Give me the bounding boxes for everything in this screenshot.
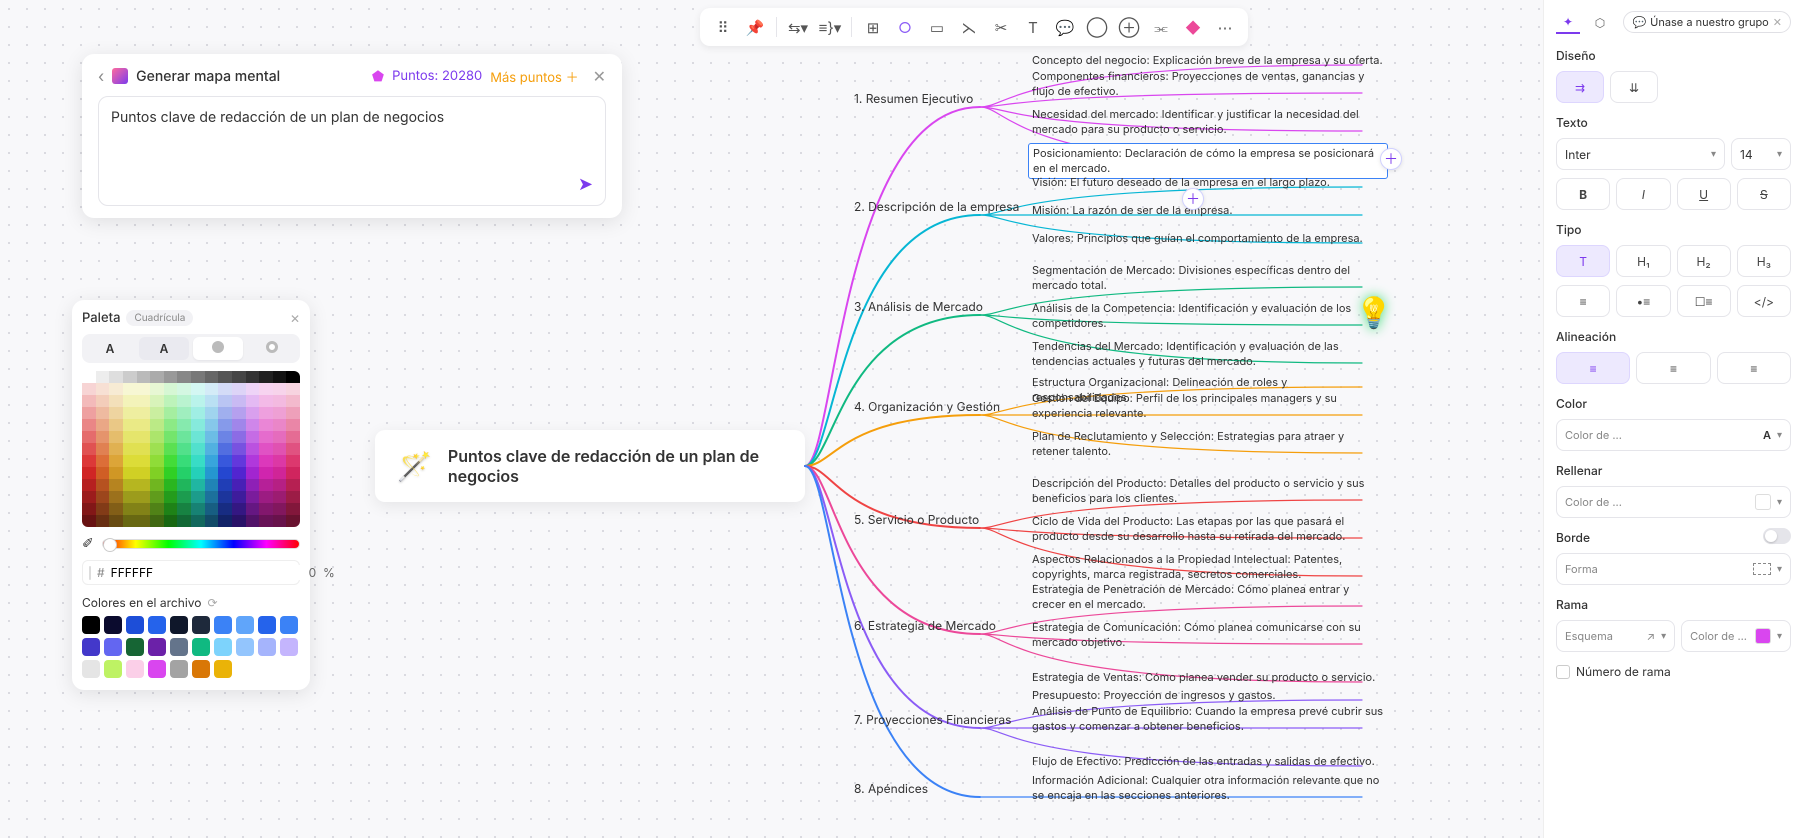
font-family-select[interactable]: Inter▾ <box>1556 138 1725 170</box>
fill-color-select[interactable]: Color de ... ▾ <box>1556 486 1791 518</box>
design-section-title: Diseño <box>1556 48 1791 63</box>
leaf-node[interactable]: Análisis de Punto de Equilibrio: Cuando … <box>1028 702 1388 736</box>
leaf-node[interactable]: Ciclo de Vida del Producto: Las etapas p… <box>1028 512 1388 546</box>
leaf-node[interactable]: Tendencias del Mercado: Identificación y… <box>1028 337 1388 371</box>
branch-label[interactable]: 5. Servicio o Producto <box>854 512 979 527</box>
align-left-button[interactable]: ≡ <box>1556 352 1630 384</box>
join-group-button[interactable]: 💬 Únase a nuestro grupo ✕ <box>1623 11 1791 33</box>
align-right-button[interactable]: ≡ <box>1717 352 1791 384</box>
add-sibling-button[interactable]: ＋ <box>1182 188 1204 210</box>
leaf-node[interactable]: Descripción del Producto: Detalles del p… <box>1028 474 1388 508</box>
font-size-select[interactable]: 14▾ <box>1731 138 1791 170</box>
branch-scheme-select[interactable]: Esquema ↗▾ <box>1556 620 1675 652</box>
chat-icon: 💬 <box>1632 15 1646 29</box>
color-section-title: Color <box>1556 396 1791 411</box>
leaf-node[interactable]: Segmentación de Mercado: Divisiones espe… <box>1028 261 1388 295</box>
idea-bulb-icon[interactable]: 💡 <box>1355 295 1392 331</box>
leaf-node[interactable]: Plan de Reclutamiento y Selección: Estra… <box>1028 427 1388 461</box>
branch-color-select[interactable]: Color de ... ▾ <box>1681 620 1791 652</box>
border-shape-select[interactable]: Forma ▾ <box>1556 553 1791 585</box>
leaf-node[interactable]: Estrategia de Penetración de Mercado: Có… <box>1028 580 1388 614</box>
layout-tree-button[interactable]: ⇊ <box>1610 71 1658 103</box>
italic-button[interactable]: I <box>1616 178 1670 210</box>
leaf-node[interactable]: Misión: La razón de ser de la empresa. <box>1028 201 1237 220</box>
leaf-node[interactable]: Estrategia de Ventas: Cómo planea vender… <box>1028 668 1379 687</box>
branch-number-checkbox[interactable] <box>1556 665 1570 679</box>
leaf-node[interactable]: Estrategia de Comunicación: Cómo planea … <box>1028 618 1388 652</box>
branch-label[interactable]: 2. Descripción de la empresa <box>854 199 1019 214</box>
align-center-button[interactable]: ≡ <box>1636 352 1710 384</box>
leaf-node[interactable]: Flujo de Efectivo: Predicción de las ent… <box>1028 752 1379 771</box>
properties-panel: ✦ ⬡ 💬 Únase a nuestro grupo ✕ Diseño ⇉ ⇊… <box>1543 0 1803 838</box>
border-section-title: Borde <box>1556 530 1590 545</box>
branch-label[interactable]: 6. Estrategia de Mercado <box>854 618 996 633</box>
underline-button[interactable]: U <box>1677 178 1731 210</box>
branch-label[interactable]: 1. Resumen Ejecutivo <box>854 91 973 106</box>
add-child-button[interactable]: ＋ <box>1380 148 1402 170</box>
branch-section-title: Rama <box>1556 597 1791 612</box>
type-h3-button[interactable]: H₃ <box>1737 245 1791 277</box>
alignment-section-title: Alineación <box>1556 329 1791 344</box>
type-task-button[interactable]: ☐≡ <box>1677 285 1731 317</box>
branch-label[interactable]: 3. Análisis de Mercado <box>854 299 983 314</box>
fill-section-title: Rellenar <box>1556 463 1791 478</box>
leaf-node[interactable]: Gestión del Equipo: Perfil de los princi… <box>1028 389 1388 423</box>
type-section-title: Tipo <box>1556 222 1791 237</box>
type-ul-button[interactable]: •≡ <box>1616 285 1670 317</box>
leaf-node[interactable]: Análisis de la Competencia: Identificaci… <box>1028 299 1388 333</box>
type-code-button[interactable]: </> <box>1737 285 1791 317</box>
type-ol-button[interactable]: ≡ <box>1556 285 1610 317</box>
text-color-select[interactable]: Color de ... A▾ <box>1556 419 1791 451</box>
leaf-node[interactable]: Valores: Principios que guían el comport… <box>1028 229 1367 248</box>
style-tab-icon[interactable]: ✦ <box>1556 10 1580 34</box>
strike-button[interactable]: S <box>1737 178 1791 210</box>
branch-label[interactable]: 8. Apéndices <box>854 781 928 796</box>
close-icon[interactable]: ✕ <box>1773 15 1782 29</box>
settings-tab-icon[interactable]: ⬡ <box>1588 10 1612 34</box>
branch-number-label: Número de rama <box>1576 664 1671 679</box>
leaf-node[interactable]: Aspectos Relacionados a la Propiedad Int… <box>1028 550 1388 584</box>
type-h1-button[interactable]: H₁ <box>1616 245 1670 277</box>
type-h2-button[interactable]: H₂ <box>1677 245 1731 277</box>
type-text-button[interactable]: T <box>1556 245 1610 277</box>
mindmap-canvas: 1. Resumen EjecutivoConcepto del negocio… <box>0 0 1540 838</box>
layout-horizontal-button[interactable]: ⇉ <box>1556 71 1604 103</box>
leaf-node[interactable]: Visión: El futuro deseado de la empresa … <box>1028 173 1334 192</box>
leaf-node[interactable]: Componentes financieros: Proyecciones de… <box>1028 67 1388 101</box>
leaf-node[interactable]: Necesidad del mercado: Identificar y jus… <box>1028 105 1388 139</box>
border-toggle[interactable] <box>1763 528 1791 544</box>
branch-label[interactable]: 7. Proyecciones Financieras <box>854 712 1011 727</box>
bold-button[interactable]: B <box>1556 178 1610 210</box>
leaf-node[interactable]: Información Adicional: Cualquier otra in… <box>1028 771 1388 805</box>
text-section-title: Texto <box>1556 115 1791 130</box>
branch-label[interactable]: 4. Organización y Gestión <box>854 399 1000 414</box>
